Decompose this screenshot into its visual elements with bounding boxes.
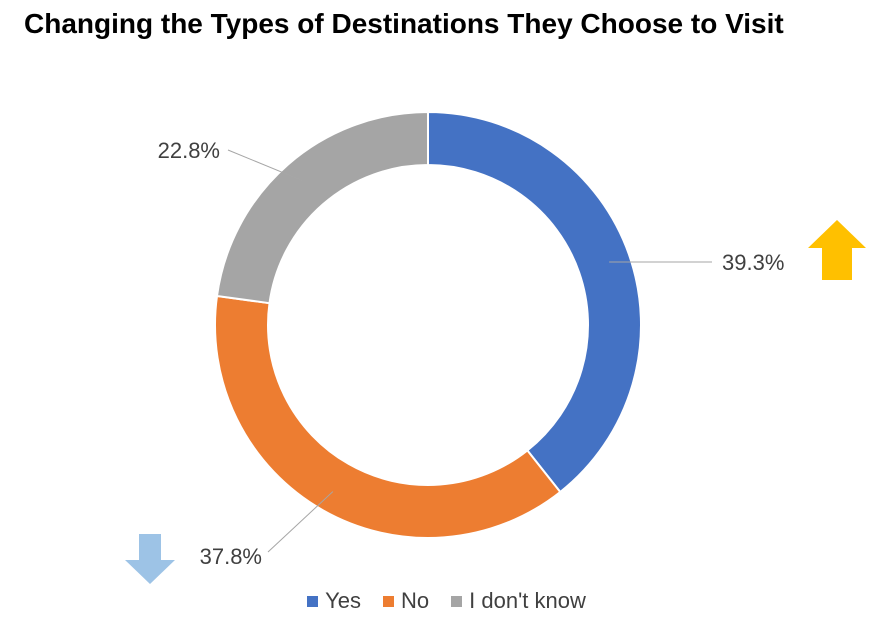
donut-slice-0[interactable] <box>427 110 642 494</box>
legend-item-dont-know[interactable]: I don't know <box>451 588 586 614</box>
arrow-down-icon <box>125 534 175 584</box>
leader-lines-group <box>227 149 713 553</box>
slices-group <box>214 110 642 539</box>
legend-swatch-dont-know <box>451 595 463 607</box>
legend-label-no: No <box>401 588 430 613</box>
legend-item-no[interactable]: No <box>383 588 429 614</box>
leader-line-2 <box>227 149 303 181</box>
donut-slice-1[interactable] <box>214 294 562 539</box>
arrow-up-icon <box>808 220 866 280</box>
leader-line-1 <box>267 491 334 553</box>
legend-swatch-no <box>383 595 395 607</box>
chart-title: Changing the Types of Destinations They … <box>24 8 784 39</box>
legend-label-dont-know: I don't know <box>469 588 586 613</box>
donut-slice-2[interactable] <box>215 110 429 305</box>
data-label-2: 22.8% <box>158 138 220 163</box>
legend-label-yes: Yes <box>325 588 362 613</box>
legend: Yes No I don't know <box>0 588 893 614</box>
data-labels-group: 39.3% 37.8% 22.8% <box>158 138 785 569</box>
legend-swatch-yes <box>307 595 319 607</box>
data-label-1: 37.8% <box>200 544 262 569</box>
legend-item-yes[interactable]: Yes <box>307 588 361 614</box>
data-label-0: 39.3% <box>722 250 784 275</box>
